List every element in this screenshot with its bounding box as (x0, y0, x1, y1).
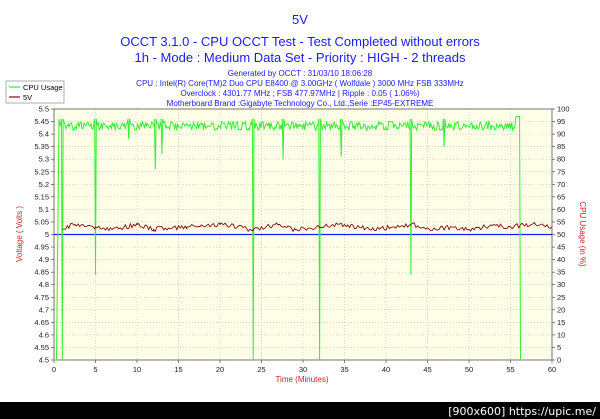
y-tick-label-left: 4.5 (39, 356, 49, 365)
y-tick-label-left: 5.45 (34, 117, 49, 126)
x-tick-label: 30 (299, 365, 307, 374)
info-line-generated: Generated by OCCT : 31/03/10 18:06:28 (228, 69, 373, 78)
chart-subtitle-2: 1h - Mode : Medium Data Set - Priority :… (135, 50, 466, 65)
y-tick-label-left: 5.15 (34, 192, 49, 201)
chart-legend: CPU Usage 5V (5, 80, 65, 104)
y-tick-label-right: 65 (557, 192, 565, 201)
y-tick-label-left: 4.75 (34, 293, 49, 302)
y-tick-label-right: 85 (557, 142, 565, 151)
y-tick-label-right: 75 (557, 167, 565, 176)
y-tick-label-right: 30 (557, 280, 565, 289)
info-line-overclock: Overclock : 4301.77 MHz ; FSB 477.97MHz … (180, 89, 419, 98)
y-tick-label-left: 5.3 (39, 155, 49, 164)
y-tick-label-left: 4.7 (39, 305, 49, 314)
x-tick-label: 20 (216, 365, 224, 374)
series-cpu-usage-line (54, 116, 521, 361)
y-tick-label-right: 15 (557, 318, 565, 327)
x-tick-label: 45 (423, 365, 431, 374)
chart-svg: 5V OCCT 3.1.0 - CPU OCCT Test - Test Com… (5, 12, 587, 384)
y-tick-label-left: 5 (45, 230, 49, 239)
y-tick-label-left: 4.6 (39, 330, 49, 339)
y-tick-label-right: 95 (557, 117, 565, 126)
y-axis-label-left: Voltage ( Volts ) (15, 206, 24, 262)
x-tick-label: 10 (133, 365, 141, 374)
y-tick-label-left: 5.1 (39, 205, 49, 214)
y-tick-label-right: 55 (557, 217, 565, 226)
info-line-cpu: CPU : Intel(R) Core(TM)2 Duo CPU E8400 @… (136, 79, 464, 88)
y-tick-label-right: 60 (557, 205, 565, 214)
y-tick-label-right: 10 (557, 330, 565, 339)
y-tick-label-right: 5 (557, 343, 561, 352)
y-tick-label-right: 25 (557, 293, 565, 302)
y-tick-label-left: 5.35 (34, 142, 49, 151)
y-tick-label-right: 45 (557, 243, 565, 252)
x-axis-label: Time (Minutes) (275, 375, 328, 384)
x-tick-label: 60 (548, 365, 556, 374)
chart-title: 5V (292, 12, 308, 27)
x-tick-label: 55 (506, 365, 514, 374)
y-tick-label-left: 4.65 (34, 318, 49, 327)
x-tick-label: 15 (174, 365, 182, 374)
x-tick-label: 50 (465, 365, 473, 374)
y-tick-label-left: 4.95 (34, 243, 49, 252)
y-tick-label-left: 4.8 (39, 280, 49, 289)
y-tick-label-right: 35 (557, 268, 565, 277)
y-tick-label-left: 5.4 (39, 130, 49, 139)
y-tick-label-left: 5.5 (39, 105, 49, 114)
x-tick-label: 0 (52, 365, 56, 374)
y-axis-label-right: CPU Usage (in %) (578, 201, 587, 267)
x-tick-label: 25 (257, 365, 265, 374)
y-tick-label-right: 0 (557, 356, 561, 365)
y-tick-label-right: 50 (557, 230, 565, 239)
legend-label-5v: 5V (23, 93, 32, 102)
legend-label-cpu-usage: CPU Usage (23, 83, 63, 92)
y-tick-label-right: 90 (557, 130, 565, 139)
y-tick-label-left: 4.85 (34, 268, 49, 277)
y-tick-label-left: 5.2 (39, 180, 49, 189)
info-line-motherboard: Motherboard Brand :Gigabyte Technology C… (167, 99, 434, 108)
plot-area: 4.5 04.55 54.6 104.65 154.7 204.75 254.8 304.85… (34, 105, 569, 375)
x-tick-label: 35 (340, 365, 348, 374)
y-tick-label-right: 20 (557, 305, 565, 314)
y-tick-label-right: 40 (557, 255, 565, 264)
y-tick-label-left: 5.25 (34, 167, 49, 176)
y-tick-label-right: 100 (557, 105, 570, 114)
series-5v-line (62, 221, 553, 233)
y-tick-label-right: 70 (557, 180, 565, 189)
chart-subtitle-1: OCCT 3.1.0 - CPU OCCT Test - Test Comple… (120, 34, 480, 49)
x-tick-label: 40 (382, 365, 390, 374)
y-tick-label-right: 80 (557, 155, 565, 164)
y-tick-label-left: 5.05 (34, 217, 49, 226)
x-tick-label: 5 (93, 365, 97, 374)
upic-watermark: [900x600] https://upic.me/ (448, 405, 596, 418)
y-tick-label-left: 4.9 (39, 255, 49, 264)
y-tick-label-left: 4.55 (34, 343, 49, 352)
